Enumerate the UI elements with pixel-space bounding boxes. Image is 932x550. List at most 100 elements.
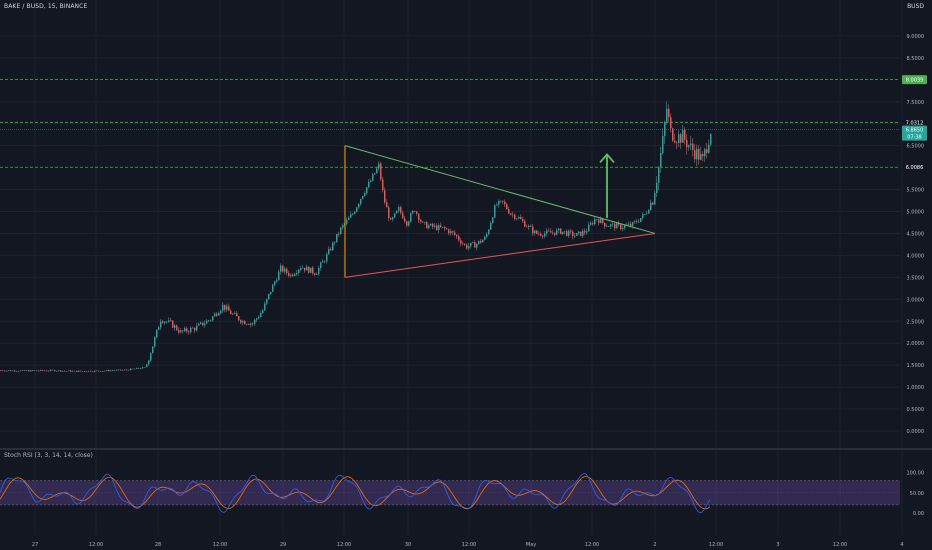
candle-body xyxy=(194,328,196,331)
oscillator-tick-label: 50.00 xyxy=(910,491,924,497)
candle-body xyxy=(202,322,204,326)
candle-body xyxy=(442,226,444,228)
candle-body xyxy=(294,274,296,276)
candle-body xyxy=(100,371,102,372)
candle-body xyxy=(176,325,178,331)
candle-body xyxy=(48,370,50,372)
x-axis-tick-label: 12:00 xyxy=(462,542,476,548)
candle-body xyxy=(366,187,368,194)
candle-body xyxy=(706,149,708,153)
candle-body xyxy=(436,225,438,231)
candle-body xyxy=(38,370,40,372)
candle-body xyxy=(658,167,660,183)
candle-body xyxy=(162,321,164,323)
candle-body xyxy=(150,353,152,361)
candle-body xyxy=(512,214,514,216)
candle-body xyxy=(328,249,330,255)
candle-body xyxy=(228,306,230,311)
candle-body xyxy=(700,154,702,160)
candle-body xyxy=(606,226,608,227)
support-label-bg xyxy=(902,162,927,172)
candle-body xyxy=(472,242,474,243)
upper-target-label-bg xyxy=(902,75,927,85)
candle-body xyxy=(444,226,446,229)
x-axis-tick-label: 30 xyxy=(405,542,411,548)
y-axis-tick-label: 9.0000 xyxy=(907,34,925,40)
candle-body xyxy=(24,370,26,371)
candle-body xyxy=(92,371,94,373)
triangle-lower-trendline xyxy=(344,232,656,278)
candle-body xyxy=(152,346,154,354)
candle-body xyxy=(448,229,450,234)
candle-body xyxy=(532,226,534,234)
candle-body xyxy=(52,369,54,371)
candle-body xyxy=(588,224,590,232)
candle-body xyxy=(424,222,426,223)
candle-body xyxy=(540,233,542,236)
candle-body xyxy=(272,284,274,292)
x-axis-tick-label: 12:00 xyxy=(337,542,351,548)
candle-body xyxy=(590,223,592,225)
candle-body xyxy=(56,371,58,372)
candle-body xyxy=(644,213,646,215)
candle-body xyxy=(312,267,314,274)
candle-body xyxy=(168,320,170,322)
candle-body xyxy=(654,192,656,205)
candle-body xyxy=(454,232,456,235)
candle-body xyxy=(480,240,482,243)
candle-body xyxy=(156,329,158,338)
candle-body xyxy=(594,219,596,225)
candle-body xyxy=(112,370,114,372)
candle-body xyxy=(326,254,328,262)
candle-body xyxy=(410,213,412,222)
candle-body xyxy=(458,236,460,241)
candle-body xyxy=(174,325,176,328)
y-axis-tick-label: 1.5000 xyxy=(907,363,925,369)
candle-body xyxy=(330,249,332,251)
candle-body xyxy=(264,303,266,311)
candle-body xyxy=(126,369,128,371)
candle-body xyxy=(200,322,202,324)
candle-body xyxy=(170,320,172,321)
candle-body xyxy=(240,320,242,323)
candle-body xyxy=(20,370,22,372)
candle-body xyxy=(498,200,500,205)
candle-body xyxy=(300,267,302,270)
candle-body xyxy=(556,230,558,235)
candle-body xyxy=(30,370,32,372)
candle-body xyxy=(78,370,80,372)
candle-body xyxy=(254,319,256,324)
candle-body xyxy=(204,323,206,326)
candle-body xyxy=(624,225,626,228)
candle-body xyxy=(348,217,350,220)
candle-body xyxy=(104,370,106,372)
candle-body xyxy=(704,149,706,157)
x-axis-tick-label: 4 xyxy=(900,542,903,548)
candle-body xyxy=(380,163,382,180)
candle-body xyxy=(68,370,70,372)
candle-body xyxy=(146,364,148,368)
candle-body xyxy=(384,190,386,203)
candle-body xyxy=(692,143,694,151)
candle-body xyxy=(702,154,704,157)
candle-body xyxy=(12,370,14,372)
candle-body xyxy=(130,368,132,371)
x-axis-tick-label: 28 xyxy=(155,542,161,548)
candle-body xyxy=(378,163,380,169)
candle-body xyxy=(54,370,56,372)
candle-body xyxy=(284,268,286,272)
candle-body xyxy=(518,217,520,219)
candle-body xyxy=(132,368,134,370)
candle-body xyxy=(690,143,692,146)
candle-body xyxy=(128,369,130,371)
mid-target-label: 7.0312 xyxy=(906,120,924,126)
candle-body xyxy=(388,207,390,219)
y-axis-tick-label: 4.5000 xyxy=(907,231,925,237)
candle-body xyxy=(648,210,650,214)
candle-body xyxy=(666,108,668,123)
candle-body xyxy=(616,223,618,229)
candle-body xyxy=(576,233,578,236)
candle-body xyxy=(340,227,342,235)
